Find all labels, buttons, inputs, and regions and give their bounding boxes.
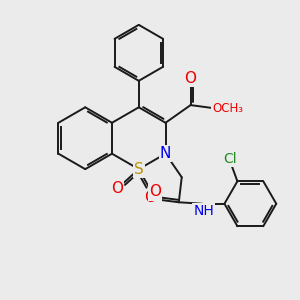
Text: O: O [144, 190, 156, 205]
Text: N: N [160, 146, 171, 161]
Text: O: O [184, 71, 196, 86]
Text: Cl: Cl [223, 152, 237, 166]
Text: O: O [149, 184, 161, 199]
Text: OCH₃: OCH₃ [212, 101, 243, 115]
Text: O: O [111, 181, 123, 196]
Text: NH: NH [194, 204, 214, 218]
Text: S: S [134, 162, 144, 177]
